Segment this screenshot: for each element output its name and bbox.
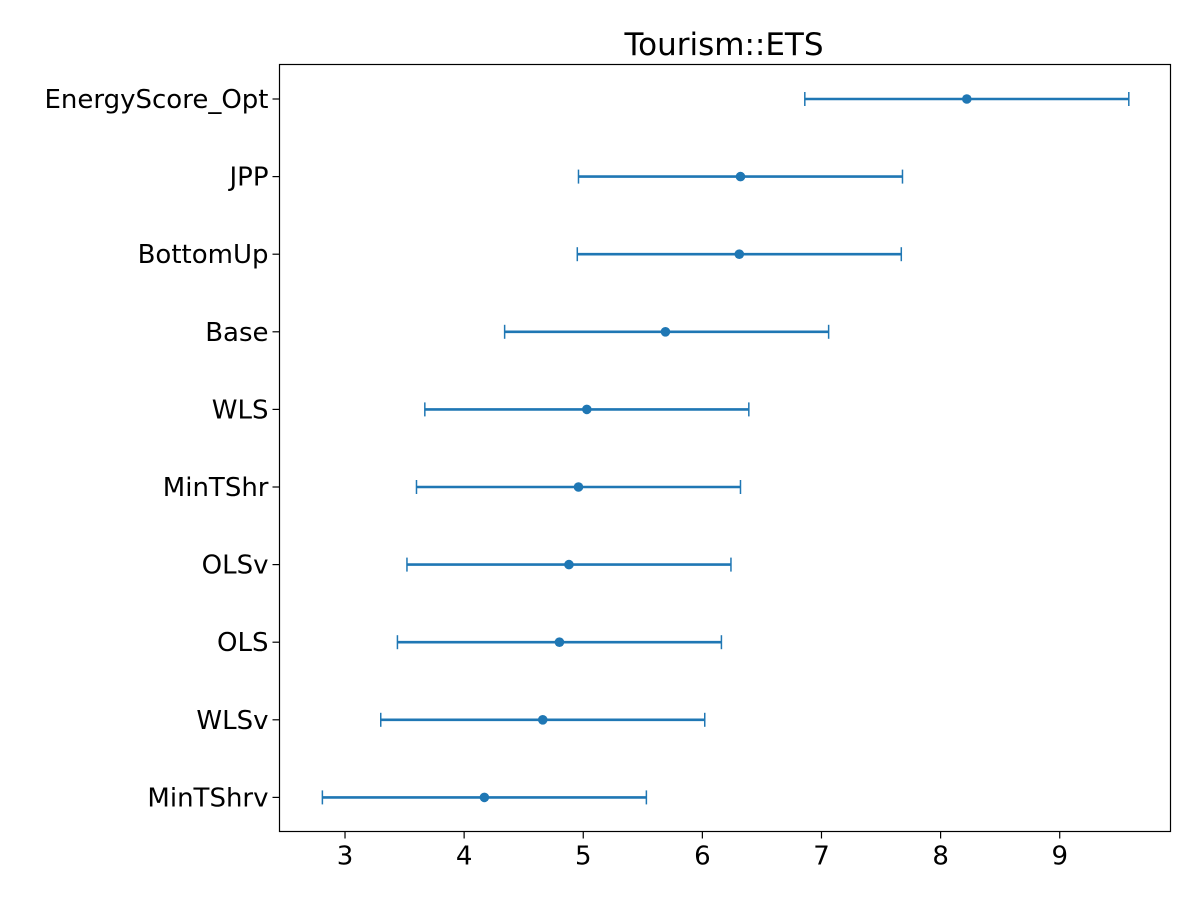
errorbar-WLS — [424, 402, 750, 417]
y-tick-label: Base — [205, 318, 268, 348]
y-tick-label: MinTShrv — [147, 783, 268, 813]
y-tick-label: WLSv — [196, 706, 268, 736]
x-tick-label: 6 — [694, 842, 711, 872]
y-tick-label: OLSv — [202, 551, 269, 581]
y-tick-label: EnergyScore_Opt — [44, 85, 268, 115]
errorbar-BottomUp — [576, 247, 903, 262]
errorbar-marks — [321, 92, 1130, 805]
errorbar-EnergyScore_Opt — [804, 92, 1130, 106]
errorbar-WLSv — [380, 712, 706, 727]
mean-point — [573, 482, 584, 492]
x-tick-label: 4 — [456, 842, 473, 872]
x-tick-label: 8 — [932, 842, 949, 872]
errorbar-MinTShrv — [321, 790, 648, 805]
x-tick-label: 7 — [813, 842, 830, 872]
mean-point — [660, 327, 671, 337]
chart-title: Tourism::ETS — [623, 27, 823, 63]
mean-point — [962, 94, 972, 104]
errorbar-Base — [503, 324, 830, 339]
mean-point — [554, 637, 565, 647]
mean-point — [537, 715, 548, 725]
mean-point — [735, 171, 746, 182]
errorbar-OLS — [396, 635, 723, 650]
mean-point — [564, 559, 574, 570]
y-tick-label: JPP — [227, 163, 268, 193]
mean-point — [479, 792, 490, 803]
errorbar-JPP — [577, 169, 904, 184]
y-tick-label: BottomUp — [138, 240, 269, 270]
errorbar-OLSv — [406, 557, 732, 572]
y-tick-label: WLS — [212, 395, 269, 425]
plot-area-frame — [278, 63, 1172, 833]
x-tick-label: 3 — [337, 842, 354, 872]
x-tick-label: 5 — [575, 842, 592, 872]
errorbar-MinTShr — [415, 480, 742, 494]
y-tick-label: MinTShr — [163, 473, 269, 503]
mean-point — [582, 404, 592, 415]
x-axis: 3 4 5 6 7 8 9 — [337, 831, 1068, 872]
x-tick-label: 9 — [1051, 842, 1068, 872]
mean-point — [734, 249, 745, 259]
y-axis: EnergyScore_Opt JPP BottomUp Base WLS MinTShr… — [44, 85, 280, 813]
y-tick-label: OLS — [217, 628, 268, 658]
